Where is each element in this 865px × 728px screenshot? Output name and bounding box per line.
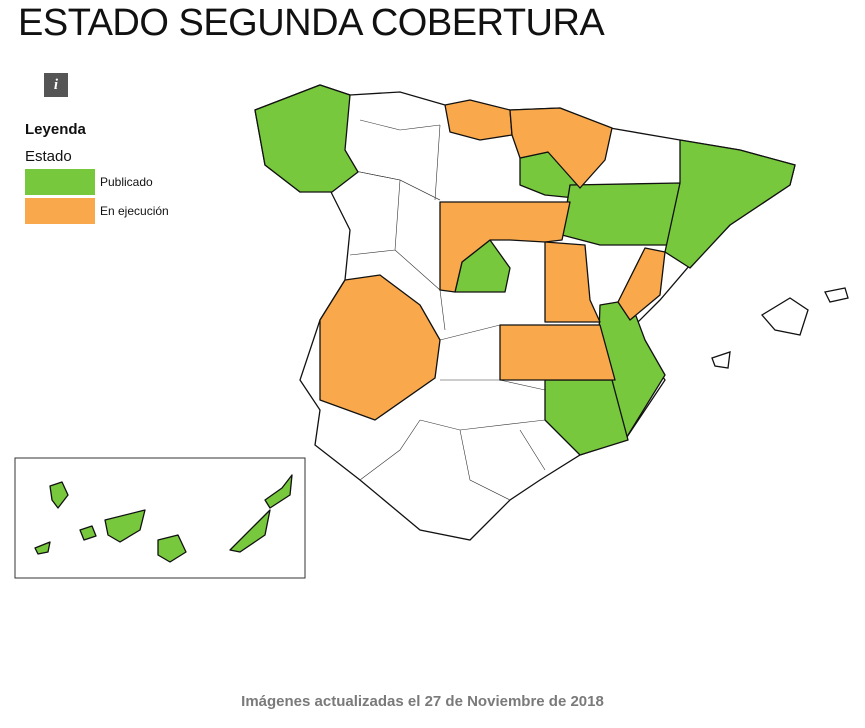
legend-swatch [25, 198, 95, 224]
region-publicado [664, 139, 796, 269]
region-en-ejecucion [319, 274, 441, 421]
legend-subtitle: Estado [25, 148, 72, 165]
region-publicado [254, 84, 359, 193]
region-en-ejecucion [439, 201, 571, 293]
info-button[interactable]: i [44, 73, 68, 97]
legend-label: En ejecución [100, 204, 169, 218]
region-en-ejecucion [509, 107, 613, 189]
region-en-ejecucion [544, 241, 601, 323]
footer-note: Imágenes actualizadas el 27 de Noviembre… [241, 693, 604, 710]
canarias-inset [14, 457, 306, 579]
legend-title: Leyenda [25, 121, 86, 138]
islands [711, 287, 849, 369]
legend-label: Publicado [100, 175, 153, 189]
province-borders [349, 119, 546, 501]
title: ESTADO SEGUNDA COBERTURA [18, 2, 605, 44]
region-en-ejecucion [499, 324, 616, 381]
region-en-ejecucion [444, 99, 513, 141]
region-publicado [34, 474, 293, 563]
legend-swatch [25, 169, 95, 195]
region-en-ejecucion [617, 247, 666, 321]
